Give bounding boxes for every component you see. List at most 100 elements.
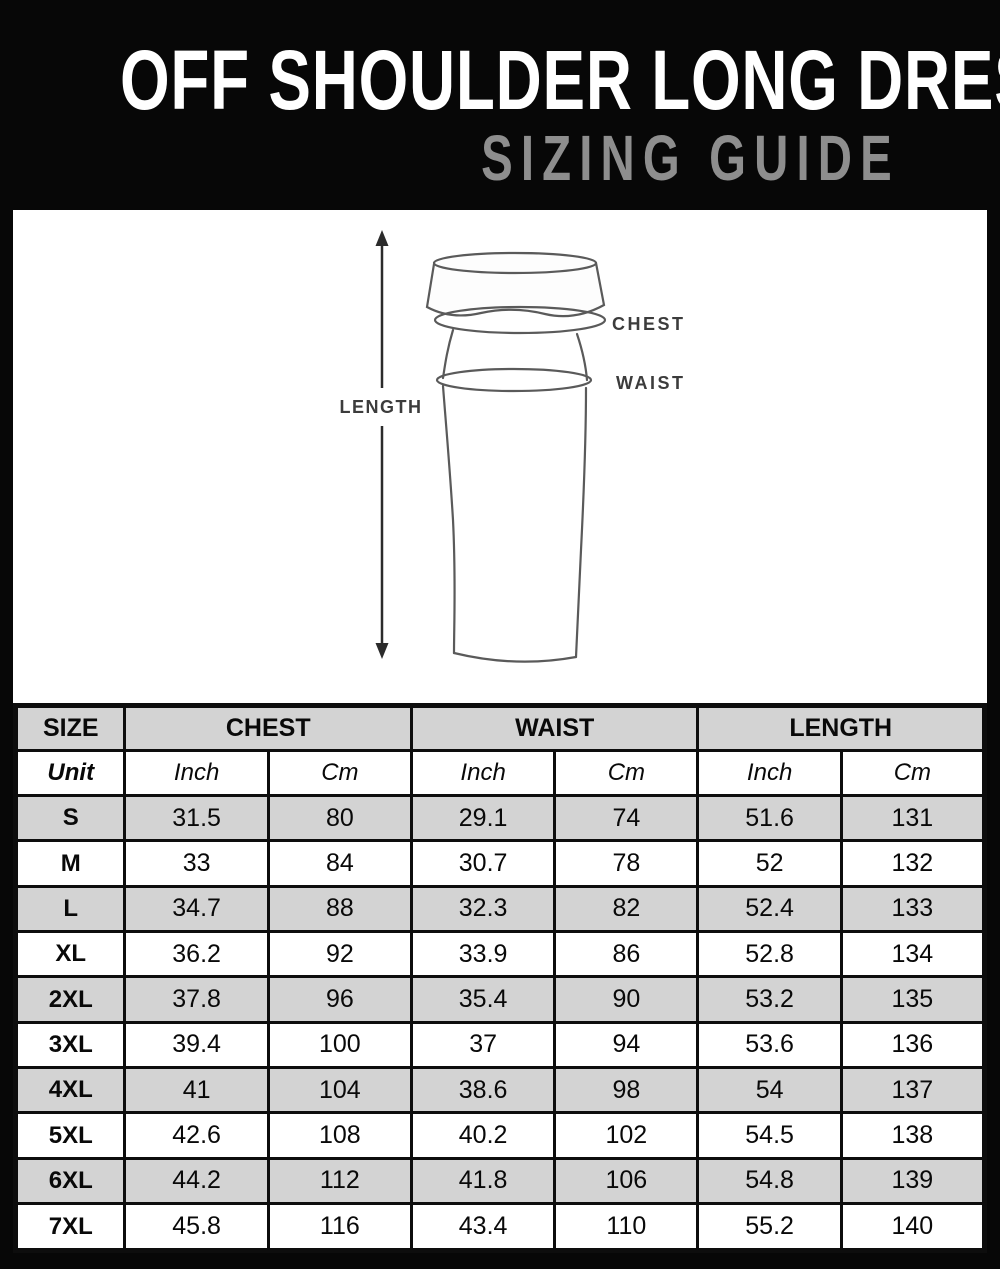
unit-cell: Unit (13, 749, 127, 797)
value-cell: 92 (266, 930, 413, 979)
value-cell: 108 (266, 1111, 413, 1160)
value-cell: 135 (839, 975, 987, 1024)
size-table-body: S 31.5 80 29.1 74 51.6 131 M 33 84 30.7 78 52 132 L 34.… (13, 793, 987, 1252)
value-cell: 134 (839, 930, 987, 979)
table-row: S 31.5 80 29.1 74 51.6 131 (13, 793, 987, 843)
header-size: SIZE (13, 704, 127, 752)
value-cell: 52 (696, 839, 843, 888)
value-cell: 112 (266, 1156, 413, 1206)
value-cell: 136 (839, 1020, 987, 1070)
value-cell: 80 (266, 793, 413, 843)
value-cell: 30.7 (409, 839, 557, 888)
value-cell: 74 (553, 793, 700, 843)
value-cell: 84 (266, 839, 413, 888)
table-row: XL 36.2 92 33.9 86 52.8 134 (13, 930, 987, 979)
value-cell: 35.4 (409, 975, 557, 1024)
unit-cell: Cm (553, 749, 700, 797)
unit-cell: Cm (266, 749, 413, 797)
value-cell: 52.8 (696, 930, 843, 979)
value-cell: 31.5 (123, 793, 270, 843)
value-cell: 54.8 (696, 1156, 843, 1206)
table-row: 3XL 39.4 100 37 94 53.6 136 (13, 1020, 987, 1070)
value-cell: 106 (553, 1156, 700, 1206)
table-row: 4XL 41 104 38.6 98 54 137 (13, 1066, 987, 1115)
value-cell: 36.2 (123, 930, 270, 979)
page-subtitle: SIZING GUIDE (481, 122, 900, 194)
value-cell: 40.2 (409, 1111, 557, 1160)
table-row: 6XL 44.2 112 41.8 106 54.8 139 (13, 1156, 987, 1206)
value-cell: 116 (266, 1202, 413, 1252)
dress-measurement-diagram: LENGTH CHEST WAIST (13, 210, 987, 703)
unit-cell: Cm (839, 749, 987, 797)
value-cell: 29.1 (409, 793, 557, 843)
size-table-section: SIZE CHEST WAIST LENGTH Unit Inch Cm Inc… (13, 703, 987, 1253)
size-label-cell: L (13, 884, 127, 934)
value-cell: 42.6 (123, 1111, 270, 1160)
value-cell: 110 (553, 1202, 700, 1252)
table-group-header-row: SIZE CHEST WAIST LENGTH (13, 704, 986, 752)
value-cell: 98 (553, 1066, 700, 1115)
value-cell: 43.4 (409, 1202, 557, 1252)
value-cell: 139 (839, 1156, 987, 1206)
length-label: LENGTH (340, 397, 423, 417)
value-cell: 96 (266, 975, 413, 1024)
value-cell: 41.8 (409, 1156, 557, 1206)
value-cell: 137 (839, 1066, 987, 1115)
page-title: OFF SHOULDER LONG DRESS (120, 33, 1000, 127)
value-cell: 104 (266, 1066, 413, 1115)
value-cell: 132 (839, 839, 987, 888)
header: OFF SHOULDER LONG DRESS SIZING GUIDE (0, 0, 1000, 210)
value-cell: 39.4 (123, 1020, 270, 1070)
value-cell: 34.7 (123, 884, 270, 934)
size-label-cell: 5XL (13, 1111, 127, 1160)
value-cell: 38.6 (409, 1066, 557, 1115)
value-cell: 41 (123, 1066, 270, 1115)
value-cell: 33.9 (409, 930, 557, 979)
value-cell: 138 (839, 1111, 987, 1160)
size-label-cell: S (13, 793, 127, 843)
table-row: M 33 84 30.7 78 52 132 (13, 839, 987, 888)
header-waist: WAIST (409, 704, 700, 752)
length-arrow (375, 230, 389, 659)
size-label-cell: XL (13, 930, 127, 979)
value-cell: 52.4 (696, 884, 843, 934)
size-label-cell: M (13, 839, 127, 888)
value-cell: 55.2 (696, 1202, 843, 1252)
table-row: 7XL 45.8 116 43.4 110 55.2 140 (13, 1202, 987, 1252)
value-cell: 33 (123, 839, 270, 888)
content-sheet: LENGTH CHEST WAIST SIZE CHEST WAIST (13, 210, 987, 1253)
value-cell: 54 (696, 1066, 843, 1115)
value-cell: 100 (266, 1020, 413, 1070)
dress-diagram-svg: LENGTH CHEST WAIST (340, 230, 686, 663)
size-label-cell: 2XL (13, 975, 127, 1024)
value-cell: 131 (839, 793, 987, 843)
value-cell: 32.3 (409, 884, 557, 934)
waist-ring (435, 367, 593, 393)
unit-cell: Inch (409, 749, 557, 797)
size-label-cell: 4XL (13, 1066, 127, 1115)
dress-outline (425, 251, 607, 663)
value-cell: 53.2 (696, 975, 843, 1024)
header-length: LENGTH (696, 704, 986, 752)
value-cell: 82 (553, 884, 700, 934)
value-cell: 44.2 (123, 1156, 270, 1206)
value-cell: 78 (553, 839, 700, 888)
value-cell: 37.8 (123, 975, 270, 1024)
table-row: 5XL 42.6 108 40.2 102 54.5 138 (13, 1111, 987, 1160)
value-cell: 51.6 (696, 793, 843, 843)
table-row: L 34.7 88 32.3 82 52.4 133 (13, 884, 987, 934)
value-cell: 94 (553, 1020, 700, 1070)
size-label-cell: 3XL (13, 1020, 127, 1070)
size-label-cell: 7XL (13, 1202, 127, 1252)
waist-label: WAIST (616, 373, 686, 393)
table-row: 2XL 37.8 96 35.4 90 53.2 135 (13, 975, 987, 1024)
value-cell: 90 (553, 975, 700, 1024)
table-unit-row: Unit Inch Cm Inch Cm Inch Cm (13, 749, 987, 797)
chest-label: CHEST (612, 314, 686, 334)
value-cell: 102 (553, 1111, 700, 1160)
value-cell: 86 (553, 930, 700, 979)
header-chest: CHEST (123, 704, 413, 752)
value-cell: 53.6 (696, 1020, 843, 1070)
chest-ring (433, 305, 607, 335)
